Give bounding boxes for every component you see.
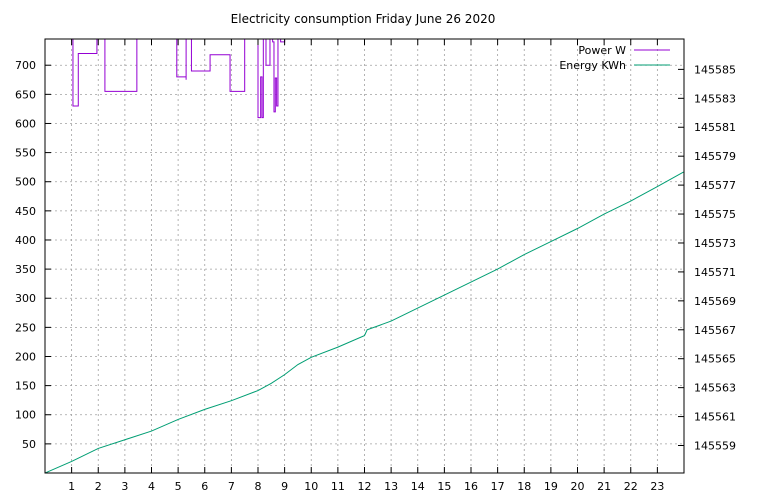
- y-left-tick-label: 100: [15, 409, 36, 422]
- y-left-tick-label: 250: [15, 321, 36, 334]
- x-tick-label: 18: [517, 480, 531, 493]
- x-tick-label: 13: [384, 480, 398, 493]
- x-axis: 1 2 3 4 5 6 7 8 9 10 11 12 13 14 15 16 17 18 19 20 21 22 23: [68, 39, 664, 493]
- y-right-tick-label: 145567: [694, 324, 736, 337]
- y-left-tick-label: 150: [15, 380, 36, 393]
- y-right-tick-label: 145585: [694, 63, 736, 76]
- y-left-tick-label: 650: [15, 88, 36, 101]
- y-left-tick-label: 550: [15, 147, 36, 160]
- grid-lines: [45, 39, 684, 473]
- y-left-tick-label: 450: [15, 205, 36, 218]
- x-tick-label: 4: [148, 480, 155, 493]
- y-right-tick-label: 145575: [694, 208, 736, 221]
- x-tick-label: 23: [650, 480, 664, 493]
- series-line: [45, 171, 684, 473]
- y-right-tick-label: 145571: [694, 266, 736, 279]
- y-left-tick-label: 700: [15, 59, 36, 72]
- legend-label: Power W: [578, 44, 626, 57]
- y-right-tick-label: 145565: [694, 353, 736, 366]
- x-tick-label: 11: [331, 480, 345, 493]
- y-left-tick-label: 50: [22, 438, 36, 451]
- x-tick-label: 3: [121, 480, 128, 493]
- y-right-tick-label: 145573: [694, 237, 736, 250]
- y-left-tick-label: 200: [15, 350, 36, 363]
- y-left-tick-label: 500: [15, 176, 36, 189]
- x-tick-label: 2: [95, 480, 102, 493]
- legend-label: Energy KWh: [559, 59, 626, 72]
- y-left-tick-label: 350: [15, 263, 36, 276]
- y-right-tick-label: 145581: [694, 121, 736, 134]
- y-axis-right: 145559 145561 145563 145565 145567 145569 1455…: [678, 63, 736, 453]
- x-tick-label: 5: [175, 480, 182, 493]
- x-tick-label: 6: [201, 480, 208, 493]
- series-line: [72, 39, 286, 119]
- y-axis-left: 50 100 150 200 250 300 350 400 450 500 550 600 650 70…: [15, 59, 51, 451]
- y-right-tick-label: 145583: [694, 92, 736, 105]
- x-tick-label: 9: [281, 480, 288, 493]
- x-tick-label: 19: [544, 480, 558, 493]
- y-right-tick-label: 145559: [694, 440, 736, 453]
- y-right-tick-label: 145569: [694, 295, 736, 308]
- y-right-tick-label: 145561: [694, 411, 736, 424]
- y-left-tick-label: 600: [15, 117, 36, 130]
- series-layer: [45, 39, 684, 473]
- x-tick-label: 21: [597, 480, 611, 493]
- x-tick-label: 10: [304, 480, 318, 493]
- y-right-tick-label: 145563: [694, 382, 736, 395]
- x-tick-label: 20: [571, 480, 585, 493]
- y-left-tick-label: 300: [15, 292, 36, 305]
- x-tick-label: 15: [437, 480, 451, 493]
- x-tick-label: 7: [228, 480, 235, 493]
- y-right-tick-label: 145579: [694, 150, 736, 163]
- x-tick-label: 22: [624, 480, 638, 493]
- legend: Power W Energy KWh: [559, 44, 670, 72]
- x-tick-label: 8: [255, 480, 262, 493]
- x-tick-label: 1: [68, 480, 75, 493]
- x-tick-label: 16: [464, 480, 478, 493]
- chart-title: Electricity consumption Friday June 26 2…: [231, 12, 496, 26]
- x-tick-label: 14: [411, 480, 425, 493]
- x-tick-label: 17: [491, 480, 505, 493]
- y-left-tick-label: 400: [15, 234, 36, 247]
- y-right-tick-label: 145577: [694, 179, 736, 192]
- x-tick-label: 12: [358, 480, 372, 493]
